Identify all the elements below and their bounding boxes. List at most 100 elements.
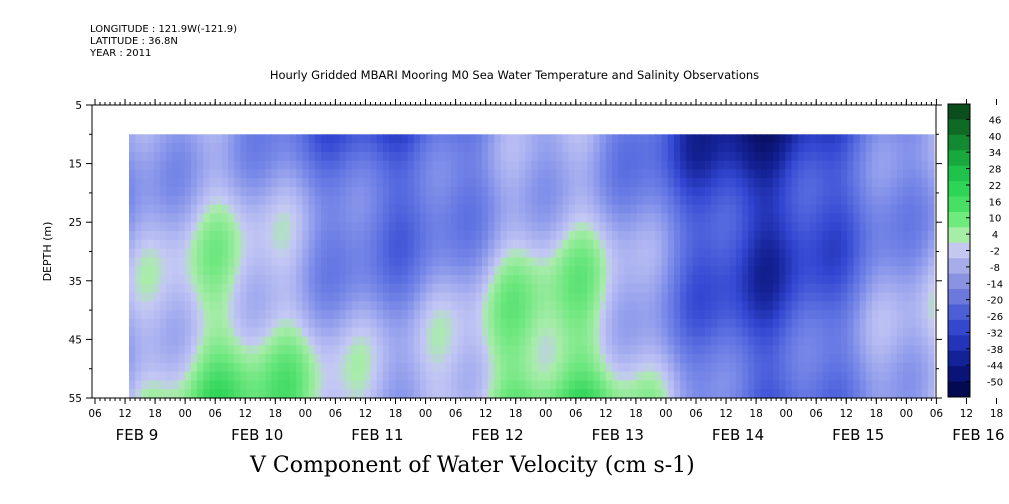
heatmap-cell <box>859 336 867 346</box>
heatmap-cell <box>587 327 595 338</box>
heatmap-cell <box>680 248 687 258</box>
heatmap-cell <box>413 204 421 215</box>
heatmap-cell <box>896 362 904 373</box>
heatmap-cell <box>655 239 663 250</box>
heatmap-cell <box>872 248 879 258</box>
heatmap-cell <box>834 195 842 206</box>
heatmap-cell <box>803 160 811 171</box>
heatmap-cell <box>221 310 229 320</box>
heatmap-cell <box>896 354 904 364</box>
heatmap-cell <box>642 310 650 320</box>
heatmap-cell <box>203 301 211 311</box>
heatmap-cell <box>853 310 861 320</box>
heatmap-cell <box>221 134 229 144</box>
heatmap-cell <box>605 143 613 153</box>
heatmap-cell <box>339 178 347 188</box>
heatmap-cell <box>178 327 186 338</box>
heatmap-cell <box>791 187 799 197</box>
heatmap-cell <box>834 336 842 346</box>
heatmap-cell <box>401 283 409 294</box>
heatmap-cell <box>568 248 576 258</box>
heatmap-cell <box>333 169 341 179</box>
heatmap-cell <box>506 301 514 311</box>
heatmap-cell <box>884 310 892 320</box>
colorbar-segment <box>948 381 970 398</box>
heatmap-cell <box>581 134 588 144</box>
heatmap-cell <box>667 327 675 338</box>
heatmap-cell <box>903 266 910 276</box>
heatmap-cell <box>234 204 242 215</box>
heatmap-cell <box>841 151 848 162</box>
x-tick-label: 18 <box>509 408 522 420</box>
heatmap-cell <box>853 327 861 338</box>
heatmap-cell <box>568 301 576 311</box>
heatmap-cell <box>451 222 458 232</box>
heatmap-cell <box>587 169 595 179</box>
heatmap-cell <box>779 230 786 241</box>
heatmap-cell <box>302 213 310 223</box>
heatmap-cell <box>302 380 310 390</box>
heatmap-cell <box>339 371 347 382</box>
heatmap-cell <box>729 310 737 320</box>
heatmap-cell <box>296 213 303 223</box>
heatmap-cell <box>593 310 601 320</box>
heatmap-cell <box>593 380 601 390</box>
heatmap-cell <box>543 239 551 250</box>
heatmap-cell <box>395 143 403 153</box>
heatmap-cell <box>748 187 756 197</box>
heatmap-cell <box>333 345 341 355</box>
heatmap-cell <box>896 143 904 153</box>
heatmap-cell <box>865 327 873 338</box>
heatmap-cell <box>841 143 848 153</box>
heatmap-cell <box>587 204 595 215</box>
heatmap-cell <box>636 187 644 197</box>
heatmap-cell <box>581 362 588 373</box>
heatmap-cell <box>314 336 322 346</box>
heatmap-cell <box>457 327 464 338</box>
heatmap-cell <box>692 389 700 399</box>
heatmap-cell <box>766 195 774 206</box>
heatmap-cell <box>543 310 551 320</box>
heatmap-cell <box>488 160 495 171</box>
heatmap-cell <box>686 301 694 311</box>
heatmap-cell <box>618 301 625 311</box>
heatmap-cell <box>190 318 198 329</box>
heatmap-cell <box>847 143 855 153</box>
heatmap-cell <box>834 292 842 302</box>
heatmap-cell <box>215 301 223 311</box>
heatmap-cell <box>742 143 749 153</box>
heatmap-cell <box>221 248 229 258</box>
heatmap-cell <box>853 160 861 171</box>
heatmap-cell <box>636 169 644 179</box>
heatmap-cell <box>612 362 619 373</box>
heatmap-cell <box>364 371 372 382</box>
heatmap-cell <box>382 248 390 258</box>
heatmap-cell <box>457 354 464 364</box>
heatmap-cell <box>748 318 756 329</box>
heatmap-cell <box>234 283 242 294</box>
heatmap-cell <box>667 292 675 302</box>
heatmap-cell <box>748 143 756 153</box>
heatmap-cell <box>568 151 576 162</box>
colorbar-segment <box>948 165 970 182</box>
heatmap-cell <box>234 213 242 223</box>
heatmap-cell <box>333 160 341 171</box>
heatmap-cell <box>618 169 625 179</box>
heatmap-cell <box>333 310 341 320</box>
heatmap-cell <box>203 274 211 285</box>
heatmap-cell <box>841 266 848 276</box>
heatmap-cell <box>296 160 303 171</box>
heatmap-cell <box>221 389 229 399</box>
heatmap-cell <box>382 318 390 329</box>
heatmap-cell <box>612 248 619 258</box>
heatmap-cell <box>735 222 743 232</box>
heatmap-cell <box>345 195 353 206</box>
heatmap-cell <box>370 371 378 382</box>
heatmap-cell <box>358 239 365 250</box>
heatmap-cell <box>556 204 564 215</box>
heatmap-cell <box>166 327 173 338</box>
heatmap-cell <box>463 239 471 250</box>
heatmap-cell <box>748 266 756 276</box>
heatmap-cell <box>358 292 365 302</box>
heatmap-cell <box>184 327 192 338</box>
